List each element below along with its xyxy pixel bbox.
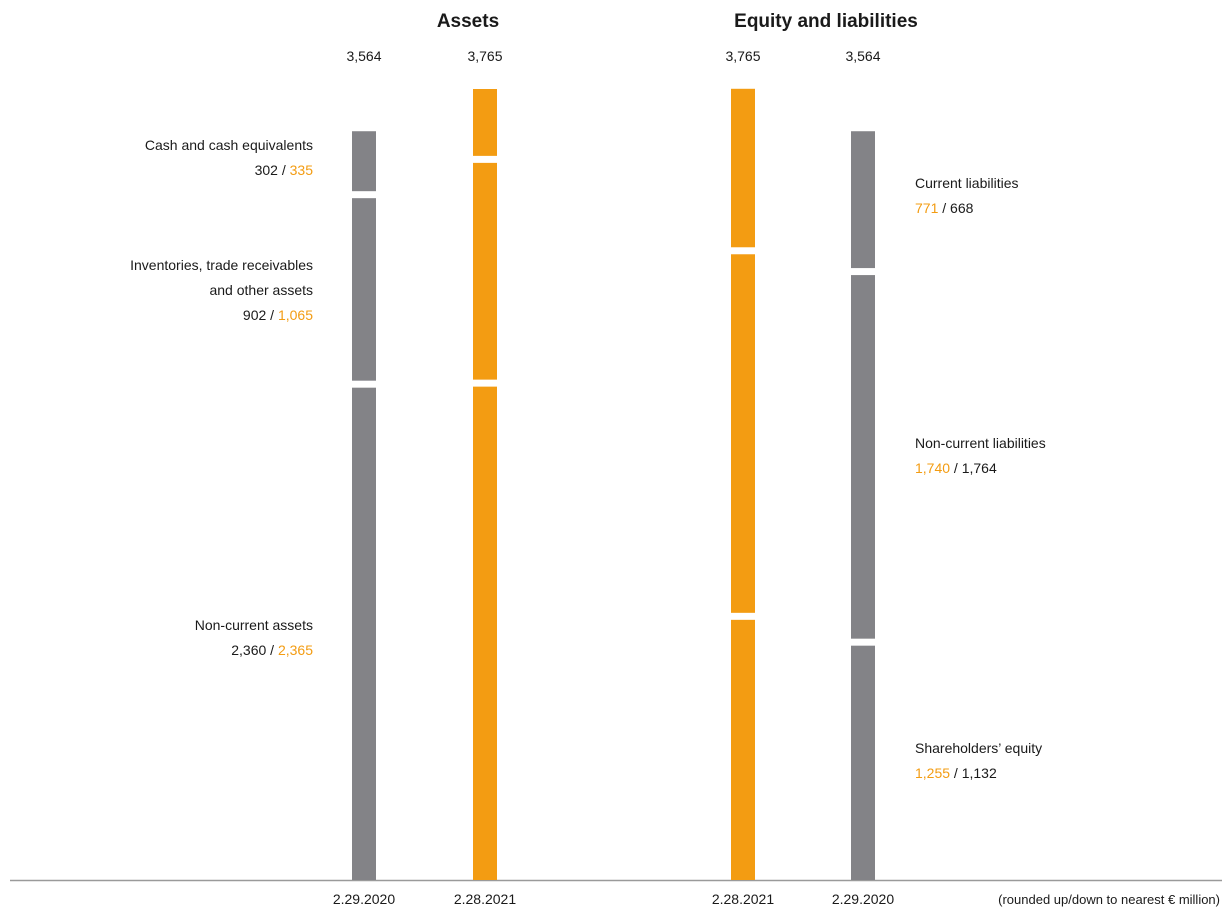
bar-segment [731, 619, 755, 880]
bar-segment [352, 387, 376, 880]
segment-values: 771 / 668 [915, 200, 974, 216]
unit-note: (rounded up/down to nearest € million) [998, 892, 1220, 907]
period-label: 2.28.2021 [712, 891, 774, 907]
segment-value-second: 2,365 [278, 642, 313, 658]
segment-value-first: 902 [243, 307, 267, 323]
segment-value-first: 1,255 [915, 765, 950, 781]
segment-name: Inventories, trade receivables [130, 257, 313, 273]
bar-segment [851, 131, 875, 269]
bar-segment [473, 386, 497, 880]
segment-value-first: 2,360 [231, 642, 266, 658]
segment-value-second: 668 [950, 200, 974, 216]
column-total-label: 3,564 [346, 48, 381, 64]
segment-value-first: 1,740 [915, 460, 950, 476]
column-total-label: 3,765 [725, 48, 760, 64]
column-total-label: 3,564 [845, 48, 880, 64]
segment-value-second: 1,065 [278, 307, 313, 323]
period-label: 2.28.2021 [454, 891, 516, 907]
segment-value-separator: / [950, 460, 962, 476]
period-label: 2.29.2020 [333, 891, 395, 907]
segment-value-second: 1,132 [962, 765, 997, 781]
segment-value-first: 771 [915, 200, 939, 216]
segment-values: 1,255 / 1,132 [915, 765, 997, 781]
segment-name: Shareholders’ equity [915, 740, 1042, 756]
bar-segment [851, 645, 875, 880]
bar-segment [851, 275, 875, 639]
segment-values: 1,740 / 1,764 [915, 460, 997, 476]
segment-value-separator: / [266, 642, 278, 658]
segment-name: Non-current assets [195, 617, 313, 633]
segment-name: Cash and cash equivalents [145, 137, 313, 153]
bar-segment [473, 162, 497, 380]
segment-value-separator: / [278, 162, 290, 178]
bar-segment [352, 198, 376, 381]
bar-segment [352, 131, 376, 192]
segment-values: 902 / 1,065 [243, 307, 313, 323]
bar-segment [731, 88, 755, 248]
segment-values: 302 / 335 [255, 162, 314, 178]
segment-value-second: 335 [290, 162, 314, 178]
column-total-label: 3,765 [467, 48, 502, 64]
segment-value-separator: / [938, 200, 950, 216]
segment-value-second: 1,764 [962, 460, 997, 476]
bar-segment [731, 254, 755, 613]
section-title: Equity and liabilities [734, 11, 918, 32]
bar-segment [473, 89, 497, 156]
segment-values: 2,360 / 2,365 [231, 642, 313, 658]
segment-value-separator: / [950, 765, 962, 781]
segment-value-separator: / [266, 307, 278, 323]
segment-name: Current liabilities [915, 175, 1018, 191]
segment-name: Non-current liabilities [915, 435, 1046, 451]
segment-name: and other assets [209, 282, 313, 298]
period-label: 2.29.2020 [832, 891, 894, 907]
section-title: Assets [437, 11, 499, 32]
segment-value-first: 302 [255, 162, 279, 178]
